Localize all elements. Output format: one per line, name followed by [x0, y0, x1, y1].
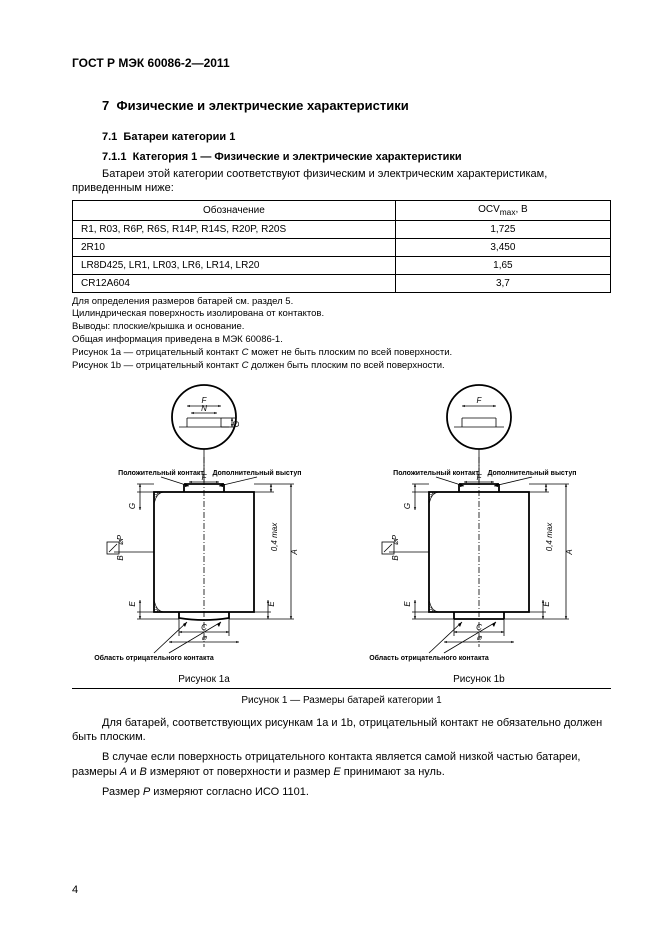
battery-diagram-1a: F N G Положительный контакт Дополнительный в… [79, 382, 329, 672]
table-cell-value: 3,450 [395, 238, 610, 256]
figure-1a: F N G Положительный контакт Дополнительный в… [72, 382, 336, 685]
svg-text:E: E [267, 601, 276, 607]
figure-main-caption: Рисунок 1 — Размеры батарей категории 1 [72, 695, 611, 706]
note-ital: C [242, 347, 249, 358]
para-text: принимают за нуль. [341, 766, 445, 778]
table-header-ocv: OCVmax, В [395, 200, 610, 220]
note-ital: C [242, 360, 249, 371]
svg-text:Дополнительный выступ: Дополнительный выступ [213, 469, 302, 477]
svg-text:F: F [202, 473, 208, 482]
note-line: Рисунок 1a — отрицательный контакт C мож… [72, 347, 611, 359]
svg-text:E: E [128, 601, 137, 607]
svg-text:E: E [403, 601, 412, 607]
table-row: 2R103,450 [73, 238, 611, 256]
table-cell-label: LR8D425, LR1, LR03, LR6, LR14, LR20 [73, 256, 396, 274]
svg-text:0,4 max: 0,4 max [545, 522, 554, 551]
svg-text:⌀P: ⌀P [391, 534, 400, 545]
ocv-unit: , В [515, 204, 527, 215]
table-cell-value: 1,725 [395, 220, 610, 238]
table-cell-value: 1,65 [395, 256, 610, 274]
note-line: Рисунок 1b — отрицательный контакт C дол… [72, 360, 611, 372]
svg-text:⌀: ⌀ [202, 633, 208, 642]
table-row: R1, R03, R6P, R6S, R14P, R14S, R20P, R20… [73, 220, 611, 238]
note-text: должен быть плоским по всей поверхности. [249, 360, 445, 371]
ocv-sub: max [500, 207, 516, 217]
svg-text:F: F [476, 396, 482, 405]
svg-text:E: E [542, 601, 551, 607]
bottom-para-2: В случае если поверхность отрицательного… [72, 750, 611, 779]
battery-diagram-1b: FПоложительный контактДополнительный выс… [354, 382, 604, 672]
bottom-para-3: Размер P измеряют согласно ИСО 1101. [72, 785, 611, 799]
note-line: Цилиндрическая поверхность изолирована о… [72, 308, 611, 320]
svg-text:A: A [290, 549, 299, 555]
para-text: измеряют от поверхности и размер [147, 766, 334, 778]
note-text: Рисунок 1b — отрицательный контакт [72, 360, 242, 371]
svg-text:Область отрицательного контакт: Область отрицательного контакта [94, 654, 214, 662]
svg-text:F: F [476, 473, 482, 482]
svg-text:B: B [116, 555, 125, 561]
standard-code: ГОСТ Р МЭК 60086-2—2011 [72, 56, 611, 70]
section-title-text: Физические и электрические характеристик… [116, 98, 408, 113]
figure-1b: FПоложительный контактДополнительный выс… [347, 382, 611, 685]
svg-text:G: G [403, 503, 412, 509]
figure-caption-1a: Рисунок 1a [72, 674, 336, 685]
intro-paragraph: Батареи этой категории соответствуют физ… [72, 167, 611, 196]
table-cell-label: 2R10 [73, 238, 396, 256]
note-text: Рисунок 1a — отрицательный контакт [72, 347, 242, 358]
table-cell-label: R1, R03, R6P, R6S, R14P, R14S, R20P, R20… [73, 220, 396, 238]
svg-text:Область отрицательного контакт: Область отрицательного контакта [369, 654, 489, 662]
ocv-label: OCV [478, 204, 500, 215]
figure-caption-1b: Рисунок 1b [347, 674, 611, 685]
svg-text:G: G [232, 421, 241, 427]
page-number: 4 [72, 884, 78, 896]
note-text: может не быть плоским по всей поверхност… [249, 347, 453, 358]
subsection-number: 7.1 [102, 131, 117, 143]
svg-text:⌀P: ⌀P [116, 534, 125, 545]
svg-text:A: A [565, 549, 574, 555]
para-text: измеряют согласно ИСО 1101. [150, 786, 309, 798]
note-line: Общая информация приведена в МЭК 60086-1… [72, 334, 611, 346]
figure-row: F N G Положительный контакт Дополнительный в… [72, 382, 611, 689]
table-header-designation: Обозначение [73, 200, 396, 220]
subsection-title: 7.1 Батареи категории 1 [102, 131, 611, 143]
note-line: Для определения размеров батарей см. раз… [72, 296, 611, 308]
subsection-title-text: Батареи категории 1 [123, 131, 235, 143]
para-ital: E [333, 766, 340, 778]
notes-block: Для определения размеров батарей см. раз… [72, 296, 611, 372]
para-text: и [127, 766, 139, 778]
section-number: 7 [102, 98, 109, 113]
svg-text:0,4 max: 0,4 max [270, 522, 279, 551]
note-line: Выводы: плоские/крышка и основание. [72, 321, 611, 333]
bottom-para-1: Для батарей, соответствующих рисункам 1a… [72, 716, 611, 745]
svg-text:⌀: ⌀ [477, 633, 483, 642]
svg-text:Положительный контакт: Положительный контакт [118, 469, 204, 477]
svg-text:G: G [128, 503, 137, 509]
subsubsection-title-text: Категория 1 — Физические и электрические… [133, 151, 462, 163]
para-ital: B [140, 766, 147, 778]
svg-text:B: B [391, 555, 400, 561]
subsubsection-number: 7.1.1 [102, 151, 126, 163]
subsubsection-title: 7.1.1 Категория 1 — Физические и электри… [102, 151, 611, 163]
table-cell-value: 3,7 [395, 274, 610, 292]
svg-text:Дополнительный выступ: Дополнительный выступ [487, 469, 576, 477]
svg-text:N: N [201, 404, 207, 413]
svg-text:Положительный контакт: Положительный контакт [393, 469, 479, 477]
para-text: Размер [102, 786, 143, 798]
characteristics-table: Обозначение OCVmax, В R1, R03, R6P, R6S,… [72, 200, 611, 293]
table-row: CR12A6043,7 [73, 274, 611, 292]
table-row: LR8D425, LR1, LR03, LR6, LR14, LR201,65 [73, 256, 611, 274]
table-cell-label: CR12A604 [73, 274, 396, 292]
section-title: 7 Физические и электрические характерист… [102, 98, 611, 113]
